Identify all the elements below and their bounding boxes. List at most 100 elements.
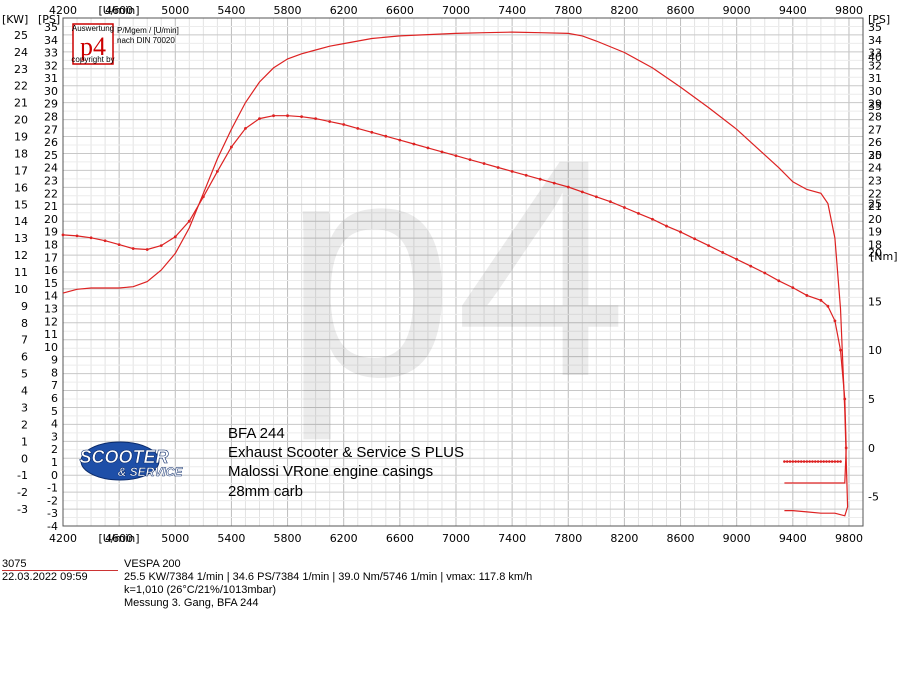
- torque-data-point: [187, 219, 191, 223]
- kw-tick-label: 22: [14, 80, 28, 93]
- kw-tick-label: -2: [17, 486, 28, 499]
- grid: [62, 17, 864, 527]
- torque-data-point: [735, 257, 739, 261]
- watermark: p4: [283, 94, 628, 443]
- torque-data-point: [721, 251, 725, 254]
- x-tick-label-bottom: 8200: [610, 532, 638, 545]
- x-tick-label-top: 5800: [274, 4, 302, 17]
- torque-data-point: [89, 236, 93, 240]
- x-tick-label-bottom: 6200: [330, 532, 358, 545]
- ps-tick-label-left: 5: [51, 405, 58, 418]
- torque-data-point: [75, 234, 79, 238]
- ps-tick-label-left: 23: [44, 175, 58, 188]
- kw-tick-label: 21: [14, 97, 28, 110]
- x-tick-label-top: 7000: [442, 4, 470, 17]
- ps-tick-label-left: 18: [44, 238, 58, 251]
- scooter-service-logo: SCOOTER & SERVICE: [79, 441, 184, 481]
- torque-data-point: [272, 114, 275, 118]
- torque-data-point: [843, 397, 847, 401]
- torque-data-point: [258, 117, 261, 121]
- x-tick-label-top: 9000: [723, 4, 751, 17]
- x-tick-label-bottom: 9400: [779, 532, 807, 545]
- ps-tick-label-left: 25: [44, 149, 58, 162]
- ps-tick-label-left: 35: [44, 21, 58, 34]
- ps-tick-label-left: 16: [44, 264, 58, 277]
- nm-tick-label: -5: [868, 491, 879, 504]
- torque-data-point: [412, 142, 416, 146]
- ps-tick-label-right: 26: [868, 136, 882, 149]
- kw-tick-label: 17: [14, 164, 28, 177]
- ps-tick-label-left: 6: [51, 392, 58, 405]
- annotation-line-3: Malossi VRone engine casings: [228, 463, 433, 480]
- torque-data-point: [552, 181, 556, 185]
- kw-tick-label: 8: [21, 317, 28, 330]
- torque-data-point: [826, 304, 830, 308]
- kw-tick-label: 3: [21, 401, 28, 414]
- kw-tick-label: 9: [21, 300, 28, 313]
- torque-data-point: [230, 145, 233, 149]
- x-tick-label-bottom: 5800: [274, 532, 302, 545]
- ps-axis-label-left: [PS]: [38, 13, 60, 26]
- torque-data-point: [777, 279, 781, 283]
- ps-tick-label-left: 3: [51, 430, 58, 443]
- kw-tick-label: 12: [14, 249, 28, 262]
- torque-data-point: [763, 271, 767, 275]
- kw-tick-label: 10: [14, 283, 28, 296]
- ps-tick-label-left: 7: [51, 379, 58, 392]
- x-tick-label-top: 9400: [779, 4, 807, 17]
- brand-line2: & SERVICE: [118, 465, 184, 479]
- torque-data-point: [839, 348, 842, 352]
- ps-tick-label-left: 26: [44, 136, 58, 149]
- p4-logo: Auswertung p4 copyright by: [71, 23, 115, 65]
- torque-data-point: [651, 217, 654, 221]
- kw-tick-label: 20: [14, 114, 28, 127]
- ps-tick-label-right: 19: [868, 226, 882, 239]
- ps-tick-label-left: 21: [44, 200, 58, 213]
- torque-data-point: [440, 150, 444, 154]
- kw-axis-label: [KW]: [2, 13, 28, 26]
- x-tick-label-bottom: 7400: [498, 532, 526, 545]
- ps-tick-label-right: 22: [868, 187, 882, 200]
- ps-tick-label-left: 28: [44, 111, 58, 124]
- ps-tick-label-left: -2: [47, 494, 58, 507]
- torque-data-point: [707, 244, 711, 248]
- torque-data-point: [300, 115, 303, 119]
- ps-tick-label-right: 32: [868, 59, 882, 72]
- kw-tick-label: 0: [21, 452, 28, 465]
- x-tick-label-top: 4200: [49, 4, 77, 17]
- ps-tick-label-right: 28: [868, 111, 882, 124]
- ps-tick-label-right: 30: [868, 85, 882, 98]
- torque-curve-nm: [62, 115, 847, 484]
- torque-data-point: [356, 126, 360, 130]
- x-tick-label-bottom: 6600: [386, 532, 414, 545]
- torque-data-point: [370, 130, 374, 134]
- torque-data-point: [538, 177, 542, 181]
- ps-tick-label-right: 35: [868, 21, 882, 34]
- kw-tick-label: 19: [14, 131, 28, 144]
- ps-tick-label-left: 34: [44, 34, 58, 47]
- ps-tick-label-right: 18: [868, 238, 882, 251]
- kw-tick-label: 25: [14, 29, 28, 42]
- torque-data-point: [398, 138, 402, 142]
- torque-data-point: [594, 195, 598, 199]
- kw-tick-label: 6: [21, 351, 28, 364]
- x-tick-label-top: 5000: [161, 4, 189, 17]
- torque-data-point: [819, 298, 823, 302]
- run-datetime: 22.03.2022 09:59: [2, 571, 88, 583]
- x-tick-label-bottom: 8600: [667, 532, 695, 545]
- torque-data-point: [749, 264, 753, 268]
- torque-data-point: [566, 185, 570, 189]
- ps-tick-label-right: 20: [868, 213, 882, 226]
- ps-tick-label-left: 2: [51, 443, 58, 456]
- torque-data-point: [117, 243, 121, 247]
- annotation-line-2: Exhaust Scooter & Service S PLUS: [228, 444, 464, 461]
- ps-tick-label-right: 33: [868, 47, 882, 60]
- ps-tick-label-left: 20: [44, 213, 58, 226]
- kw-tick-label: 5: [21, 368, 28, 381]
- measurement-info: Messung 3. Gang, BFA 244: [124, 597, 259, 609]
- correction-info: k=1,010 (26°C/21%/1013mbar): [124, 584, 277, 596]
- torque-data-point: [454, 154, 458, 158]
- ps-tick-label-left: 32: [44, 59, 58, 72]
- torque-data-point: [173, 235, 177, 239]
- logo-text: p4: [80, 32, 106, 61]
